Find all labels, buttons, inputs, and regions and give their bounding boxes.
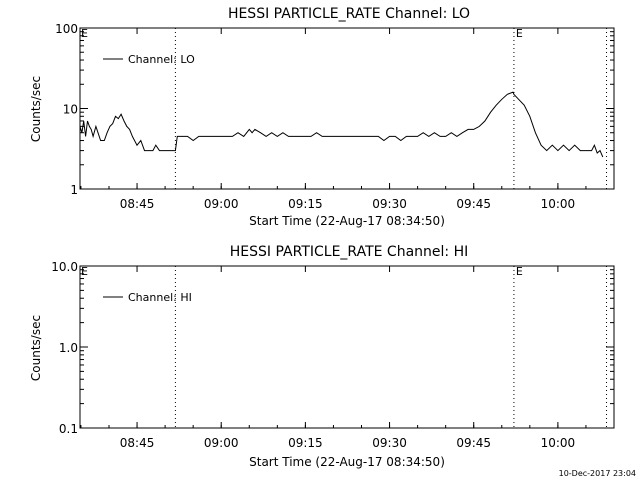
event-marker-label: E	[516, 27, 523, 40]
y-tick-label: 1.0	[59, 341, 78, 355]
chart-panel-lo: HESSI PARTICLE_RATE Channel: LO Counts/s…	[29, 6, 615, 228]
footer-timestamp: 10-Dec-2017 23:04	[559, 469, 636, 478]
y-axis-label: Counts/sec	[29, 315, 43, 381]
y-tick-label: 10	[63, 103, 78, 117]
chart-title: HESSI PARTICLE_RATE Channel: HI	[230, 244, 468, 260]
x-axis-label: Start Time (22-Aug-17 08:34:50)	[249, 214, 445, 228]
x-tick-label: 08:45	[120, 436, 155, 450]
plot-frame	[79, 27, 615, 190]
x-axis-label: Start Time (22-Aug-17 08:34:50)	[249, 455, 445, 469]
event-marker-label: E	[516, 265, 523, 278]
y-tick-label: 1	[70, 183, 78, 197]
x-tick-label: 09:00	[204, 436, 239, 450]
series-line	[79, 91, 604, 158]
legend-label: Channel: LO	[128, 53, 195, 66]
edge-label-left: E	[81, 27, 88, 40]
x-tick-label: 09:00	[204, 197, 239, 211]
x-tick-label: 08:45	[120, 197, 155, 211]
y-tick-label: 100	[55, 22, 78, 36]
legend-label: Channel: HI	[128, 291, 192, 304]
x-tick-label: 09:15	[288, 197, 323, 211]
y-tick-label: 10.0	[51, 260, 78, 274]
plot-area: 08:45 09:00 09:15 09:30 09:45 10:00 0.1 1.0 10.0…	[51, 260, 615, 450]
x-tick-label: 09:45	[456, 197, 491, 211]
y-tick-label: 0.1	[59, 422, 78, 436]
x-tick-label: 09:15	[288, 436, 323, 450]
edge-label-left: E	[81, 265, 88, 278]
chart-panel-hi: HESSI PARTICLE_RATE Channel: HI Counts/s…	[29, 244, 615, 469]
chart-title: HESSI PARTICLE_RATE Channel: LO	[228, 6, 470, 22]
x-tick-label: 09:30	[372, 436, 407, 450]
plot-frame	[79, 265, 615, 429]
x-tick-label: 09:45	[456, 436, 491, 450]
y-axis-label: Counts/sec	[29, 76, 43, 142]
x-tick-label: 10:00	[541, 436, 576, 450]
x-tick-label: 09:30	[372, 197, 407, 211]
x-tick-label: 10:00	[541, 197, 576, 211]
